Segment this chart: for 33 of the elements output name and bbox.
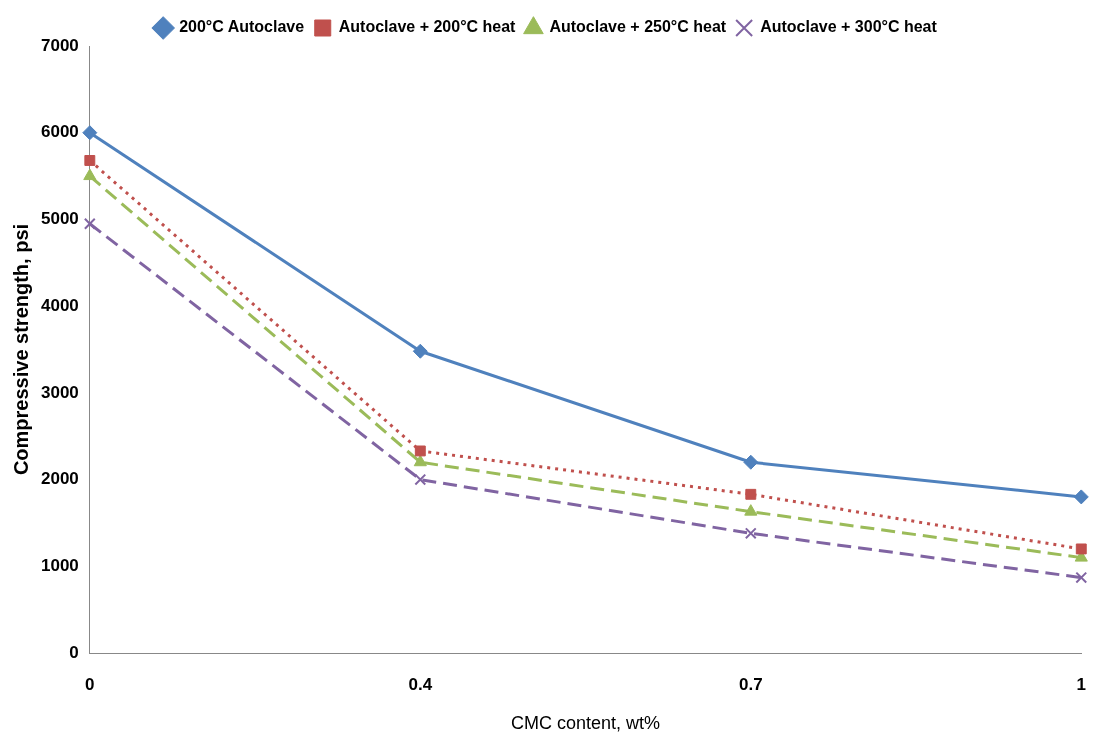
y-tick-label: 5000	[40, 209, 79, 229]
point	[413, 454, 427, 467]
point	[412, 343, 428, 359]
x-tick-label: 1	[1076, 674, 1087, 694]
y-tick-label: 2000	[40, 469, 79, 489]
point	[1073, 489, 1089, 505]
point	[83, 217, 96, 230]
point	[414, 473, 427, 486]
legend-label: Autoclave + 300°C heat	[760, 18, 938, 36]
point	[745, 488, 757, 500]
y-tick-label: 4000	[40, 295, 79, 315]
point	[743, 454, 759, 470]
y-tick-label: 7000	[40, 35, 79, 55]
y-tick-label: 0	[69, 642, 79, 662]
x-tick-label: 0.4	[408, 674, 433, 694]
point	[83, 168, 97, 181]
x-axis-title: CMC content, wt%	[511, 713, 661, 734]
point	[1075, 571, 1088, 584]
point	[82, 125, 98, 141]
y-tick-label: 6000	[40, 122, 79, 142]
x-tick-label: 0.7	[738, 674, 763, 694]
x-tick-label: 0	[85, 674, 95, 694]
legend-label: Autoclave + 250°C heat	[549, 18, 727, 36]
legend-label: 200°C Autoclave	[179, 18, 305, 36]
point	[414, 445, 426, 457]
y-tick-label: 1000	[40, 555, 79, 575]
y-axis-title: Compressive strength, psi	[9, 223, 32, 476]
point	[1075, 543, 1087, 555]
point	[744, 527, 757, 540]
y-tick-label: 3000	[40, 382, 79, 402]
point	[84, 155, 96, 166]
legend-label: Autoclave + 200°C heat	[338, 18, 517, 36]
point	[744, 504, 758, 516]
